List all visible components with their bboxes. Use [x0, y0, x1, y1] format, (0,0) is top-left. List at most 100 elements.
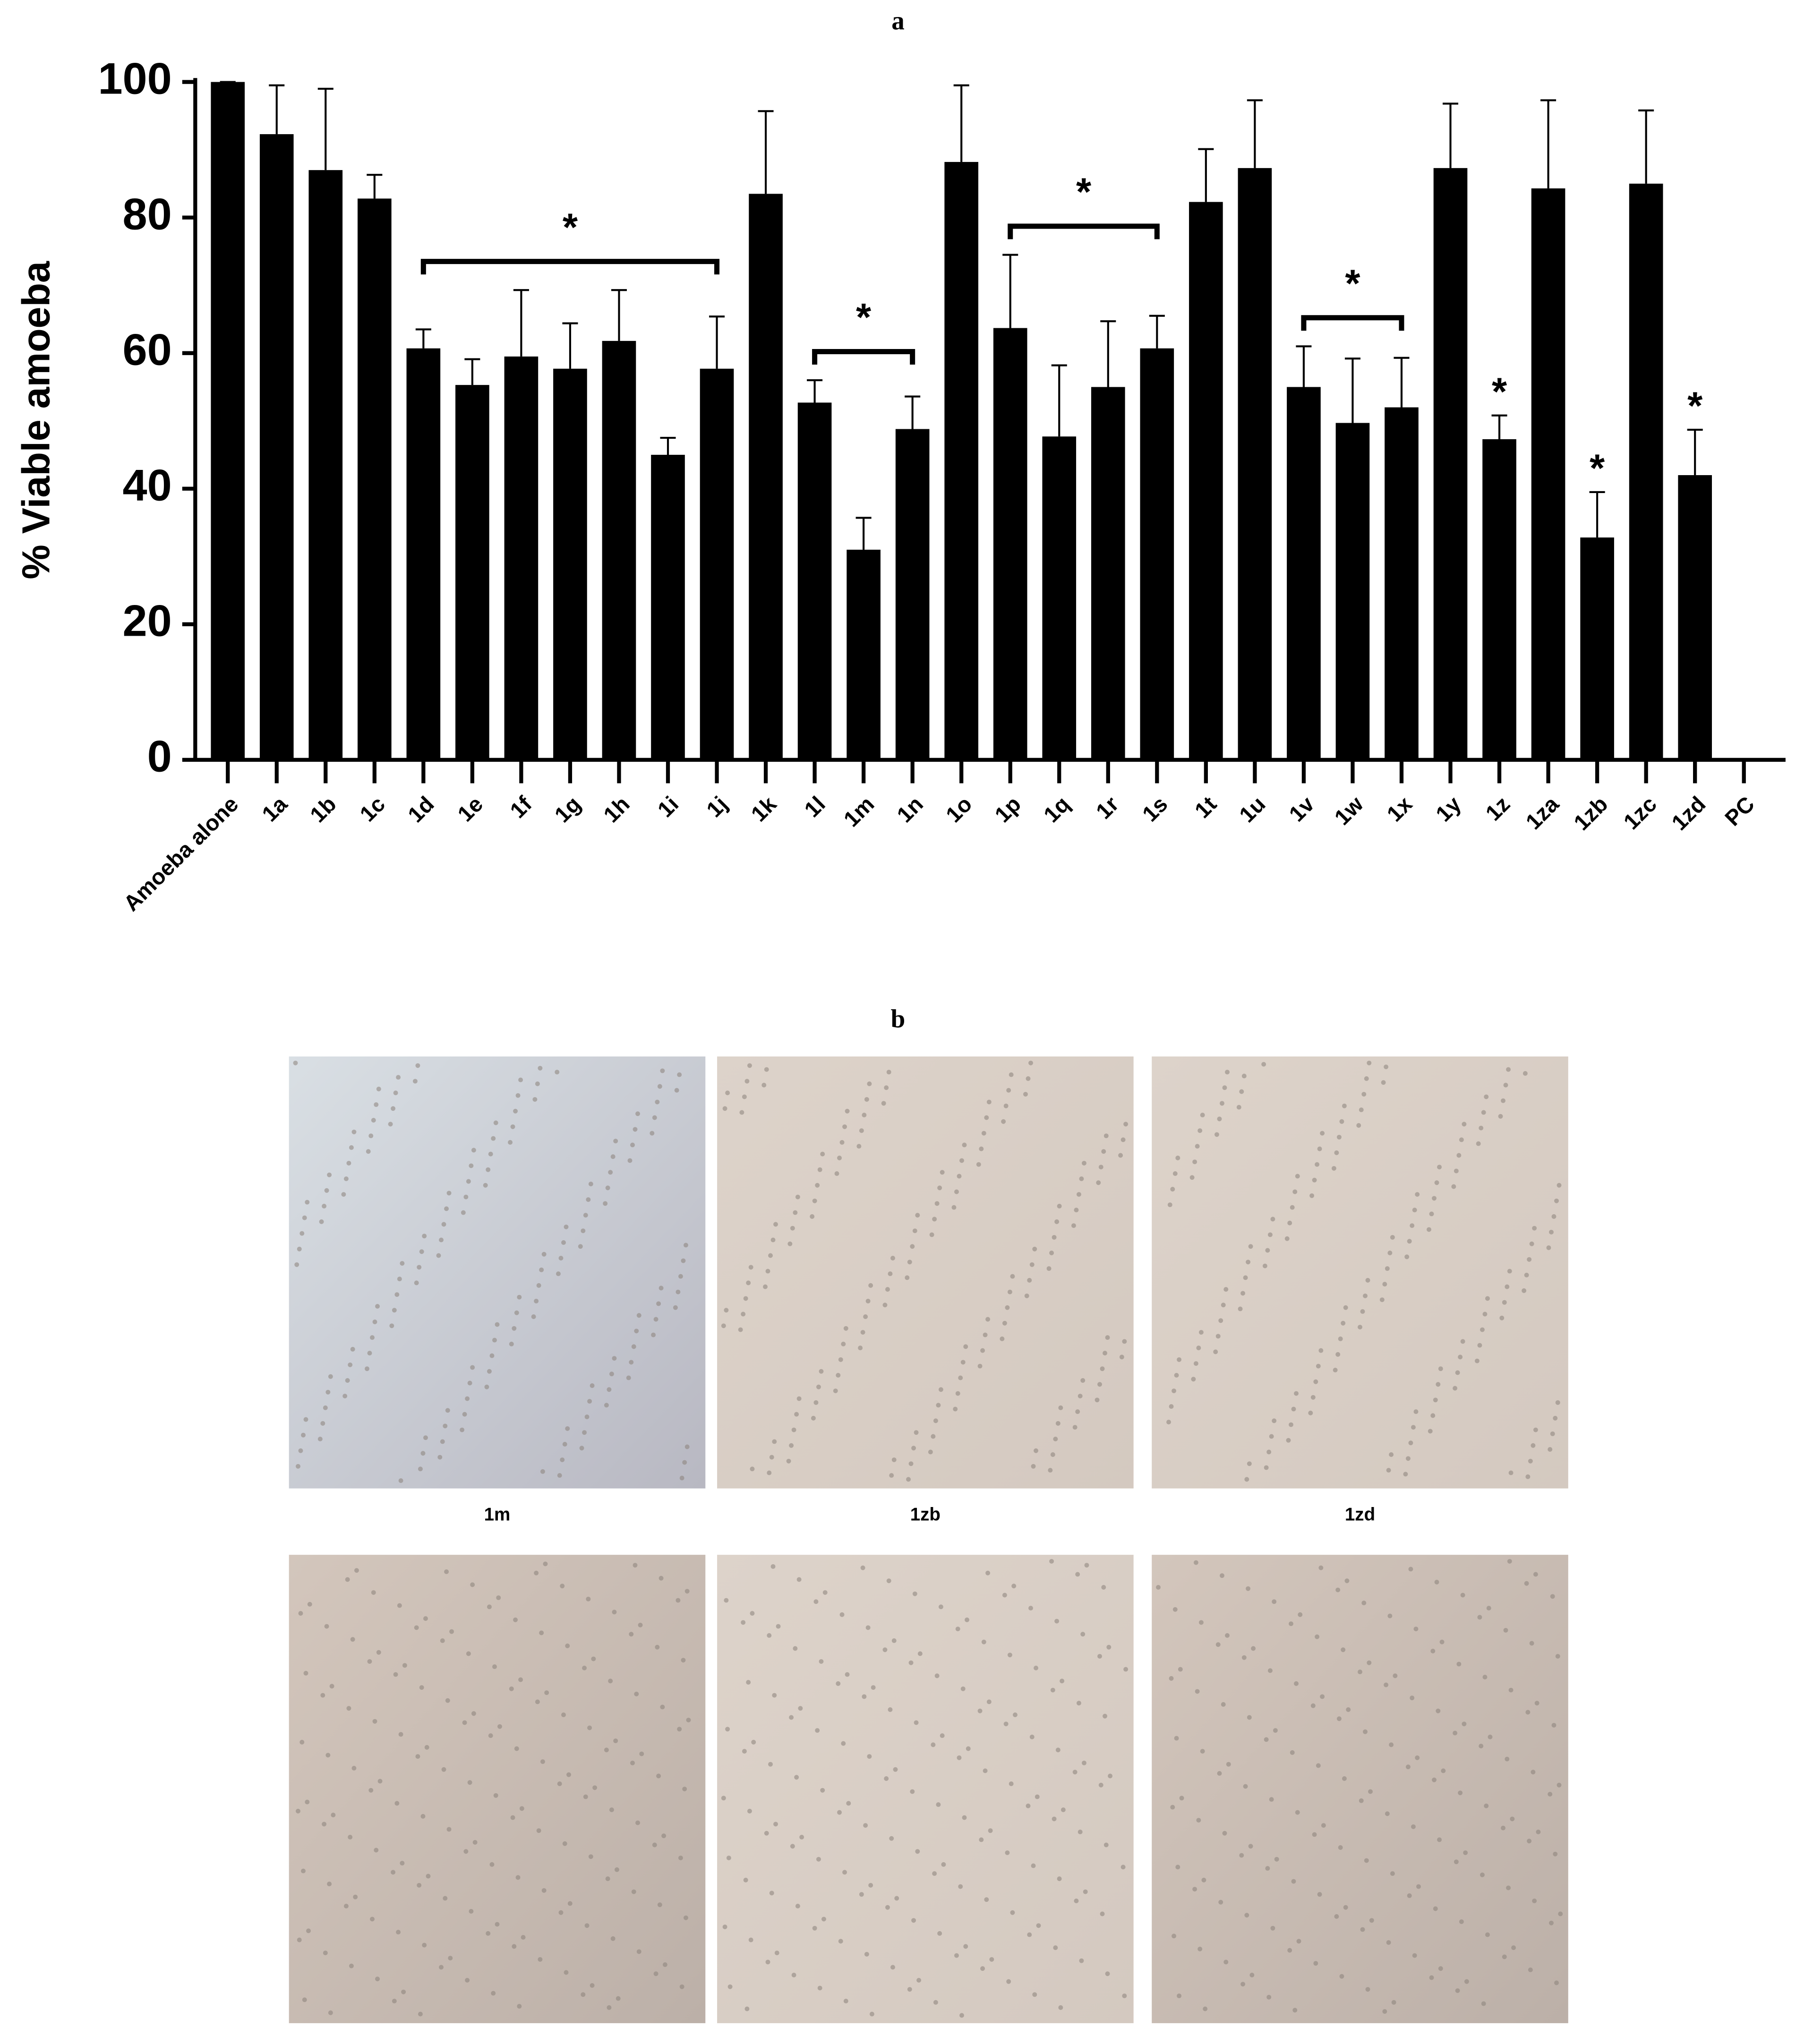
cell [1507, 1269, 1512, 1274]
cell [1411, 1425, 1416, 1430]
cell [630, 1142, 635, 1148]
cell [1236, 1105, 1241, 1110]
cell [842, 1870, 847, 1875]
cell [1221, 1702, 1226, 1707]
cell [1433, 1397, 1438, 1403]
cell [420, 1814, 426, 1819]
cell [1075, 1572, 1080, 1577]
cell [1223, 1959, 1229, 1965]
cell [1291, 1406, 1296, 1412]
cell [495, 1322, 500, 1327]
cell [986, 1099, 992, 1105]
cell [1528, 1967, 1533, 1972]
cell [1218, 1899, 1223, 1905]
cell [790, 1226, 795, 1231]
cell [412, 1079, 418, 1084]
cell [631, 1344, 636, 1349]
cell [1079, 1958, 1084, 1963]
cell [864, 1951, 869, 1957]
cell [561, 1240, 566, 1245]
cell [423, 1435, 428, 1440]
cell [463, 1194, 469, 1200]
cell [1528, 1458, 1533, 1464]
cell [1189, 1175, 1195, 1180]
y-tick-label: 0 [147, 732, 172, 781]
cell [444, 1206, 449, 1211]
cell [795, 1904, 800, 1908]
micrograph [1152, 1555, 1568, 2023]
cell [1101, 1149, 1106, 1154]
cell [1343, 1305, 1348, 1310]
cell [587, 1399, 592, 1404]
cell [1503, 1082, 1508, 1088]
cell [1534, 1701, 1539, 1706]
cell [372, 1320, 377, 1324]
cell [1195, 1144, 1200, 1149]
cell [517, 2004, 522, 2009]
bar [944, 162, 979, 760]
cell [1407, 1239, 1412, 1244]
x-tick-label: 1b [305, 792, 341, 827]
cell [462, 1720, 467, 1725]
significance-bracket [1301, 315, 1404, 331]
cell [1053, 1945, 1058, 1950]
cell [867, 1081, 872, 1086]
cell [1005, 1305, 1010, 1310]
cell [443, 1896, 448, 1901]
cell [323, 1405, 328, 1410]
significance-star: * [1590, 446, 1605, 490]
cell [1006, 1088, 1011, 1093]
cell [957, 1174, 962, 1179]
x-tick-label: 1k [746, 791, 781, 826]
cell [815, 1183, 820, 1188]
cell [1028, 1606, 1033, 1611]
cell [1356, 1123, 1361, 1128]
cell [679, 1984, 684, 1989]
cell [331, 1813, 336, 1818]
cell [1198, 1620, 1204, 1625]
cell [661, 1833, 667, 1839]
cell [1222, 1831, 1227, 1836]
cell [1551, 1723, 1557, 1728]
cell [466, 1179, 471, 1184]
cell [1385, 1266, 1390, 1271]
cell [630, 1760, 635, 1765]
bar [1531, 188, 1565, 760]
cell [1550, 1594, 1555, 1599]
cell [677, 1072, 682, 1077]
bar [308, 170, 343, 760]
cell [1009, 1072, 1014, 1077]
cell [591, 1656, 596, 1661]
y-tick-label: 80 [123, 189, 172, 238]
cell [1174, 1736, 1179, 1741]
x-tick-label: 1h [599, 792, 634, 827]
cell [656, 1301, 661, 1306]
cell [1438, 1366, 1443, 1371]
cell [329, 1684, 334, 1689]
cell [1284, 1236, 1290, 1241]
x-tick-label: 1j [701, 792, 732, 822]
cell [532, 1097, 538, 1102]
cell [1453, 1730, 1458, 1736]
cell [1389, 1452, 1394, 1457]
cell [345, 1378, 350, 1383]
cell [1103, 1351, 1107, 1356]
cell [634, 1691, 639, 1696]
cell [1084, 1563, 1089, 1568]
cell [1172, 1607, 1178, 1612]
cell [662, 1962, 667, 1967]
cell [583, 1794, 588, 1799]
cell [1193, 1361, 1198, 1366]
cell [1273, 1728, 1278, 1733]
cell [1338, 1845, 1343, 1850]
cell [983, 1768, 988, 1773]
cell [1007, 1652, 1012, 1658]
bar [1433, 168, 1468, 760]
cell [1360, 1927, 1365, 1932]
cell [888, 1271, 893, 1277]
cell [1437, 1165, 1442, 1170]
cell [1122, 1993, 1127, 1999]
cell [1508, 1470, 1514, 1475]
cell [1027, 1932, 1032, 1937]
cell [1262, 1263, 1267, 1269]
